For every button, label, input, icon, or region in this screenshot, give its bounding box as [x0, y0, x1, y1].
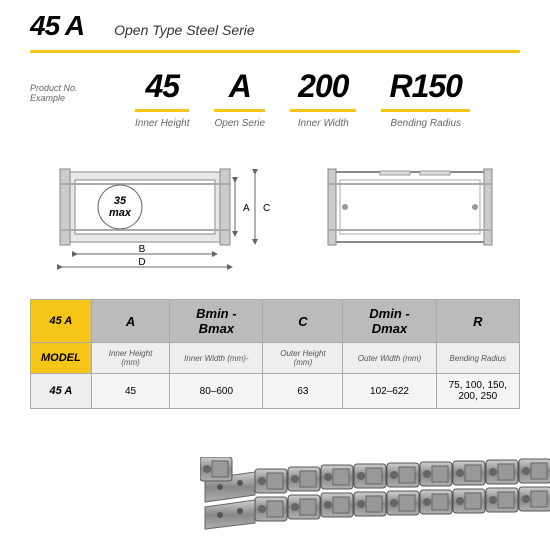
- diagram-right: [320, 154, 500, 274]
- table-header: R: [436, 300, 519, 343]
- example-value: A: [214, 68, 265, 112]
- cell: 80–600: [170, 374, 263, 409]
- table-header: Bmin - Bmax: [170, 300, 263, 343]
- example-sub: Inner Width: [290, 118, 356, 129]
- cell: 75, 100, 150, 200, 250: [436, 374, 519, 409]
- chain-image: [200, 457, 550, 532]
- example-label: Product No. Example: [30, 68, 110, 103]
- diagrams: 35 max A C B D: [0, 149, 550, 299]
- table-code: 45 A: [31, 300, 92, 343]
- example-item: 45 Inner Height: [135, 68, 189, 129]
- model-label: MODEL: [31, 343, 92, 374]
- example-value: 45: [135, 68, 189, 112]
- example-sub: Inner Height: [135, 118, 189, 129]
- product-title: Open Type Steel Serie: [114, 22, 255, 38]
- example-row: Product No. Example 45 Inner Height A Op…: [0, 68, 550, 149]
- spec-table: 45 A A Bmin - Bmax C Dmin - Dmax R MODEL…: [30, 299, 520, 409]
- table-subheader: Inner Width (mm)-: [170, 343, 263, 374]
- cell: 63: [263, 374, 343, 409]
- gold-divider: [30, 50, 520, 53]
- table-subheader: Inner Height (mm): [91, 343, 170, 374]
- example-sub: Bending Radius: [381, 118, 470, 129]
- cell: 102–622: [343, 374, 436, 409]
- example-item: R150 Bending Radius: [381, 68, 470, 129]
- svg-text:A: A: [243, 203, 250, 214]
- table-subheader: Bending Radius: [436, 343, 519, 374]
- product-code: 45 A: [30, 10, 84, 42]
- model-value: 45 A: [31, 374, 92, 409]
- table-header: Dmin - Dmax: [343, 300, 436, 343]
- cell: 45: [91, 374, 170, 409]
- example-value: 200: [290, 68, 356, 112]
- example-item: A Open Serie: [214, 68, 265, 129]
- svg-text:B: B: [139, 244, 146, 255]
- table-subheader: Outer Width (mm): [343, 343, 436, 374]
- table-header: C: [263, 300, 343, 343]
- svg-text:D: D: [138, 257, 145, 268]
- example-item: 200 Inner Width: [290, 68, 356, 129]
- diagram-left: 35 max A C B D: [50, 154, 280, 274]
- example-sub: Open Serie: [214, 118, 265, 129]
- table-header: A: [91, 300, 170, 343]
- svg-text:C: C: [263, 203, 270, 214]
- example-value: R150: [381, 68, 470, 112]
- svg-text:35: 35: [114, 195, 127, 207]
- table-subheader: Outer Height (mm): [263, 343, 343, 374]
- svg-text:max: max: [109, 207, 132, 219]
